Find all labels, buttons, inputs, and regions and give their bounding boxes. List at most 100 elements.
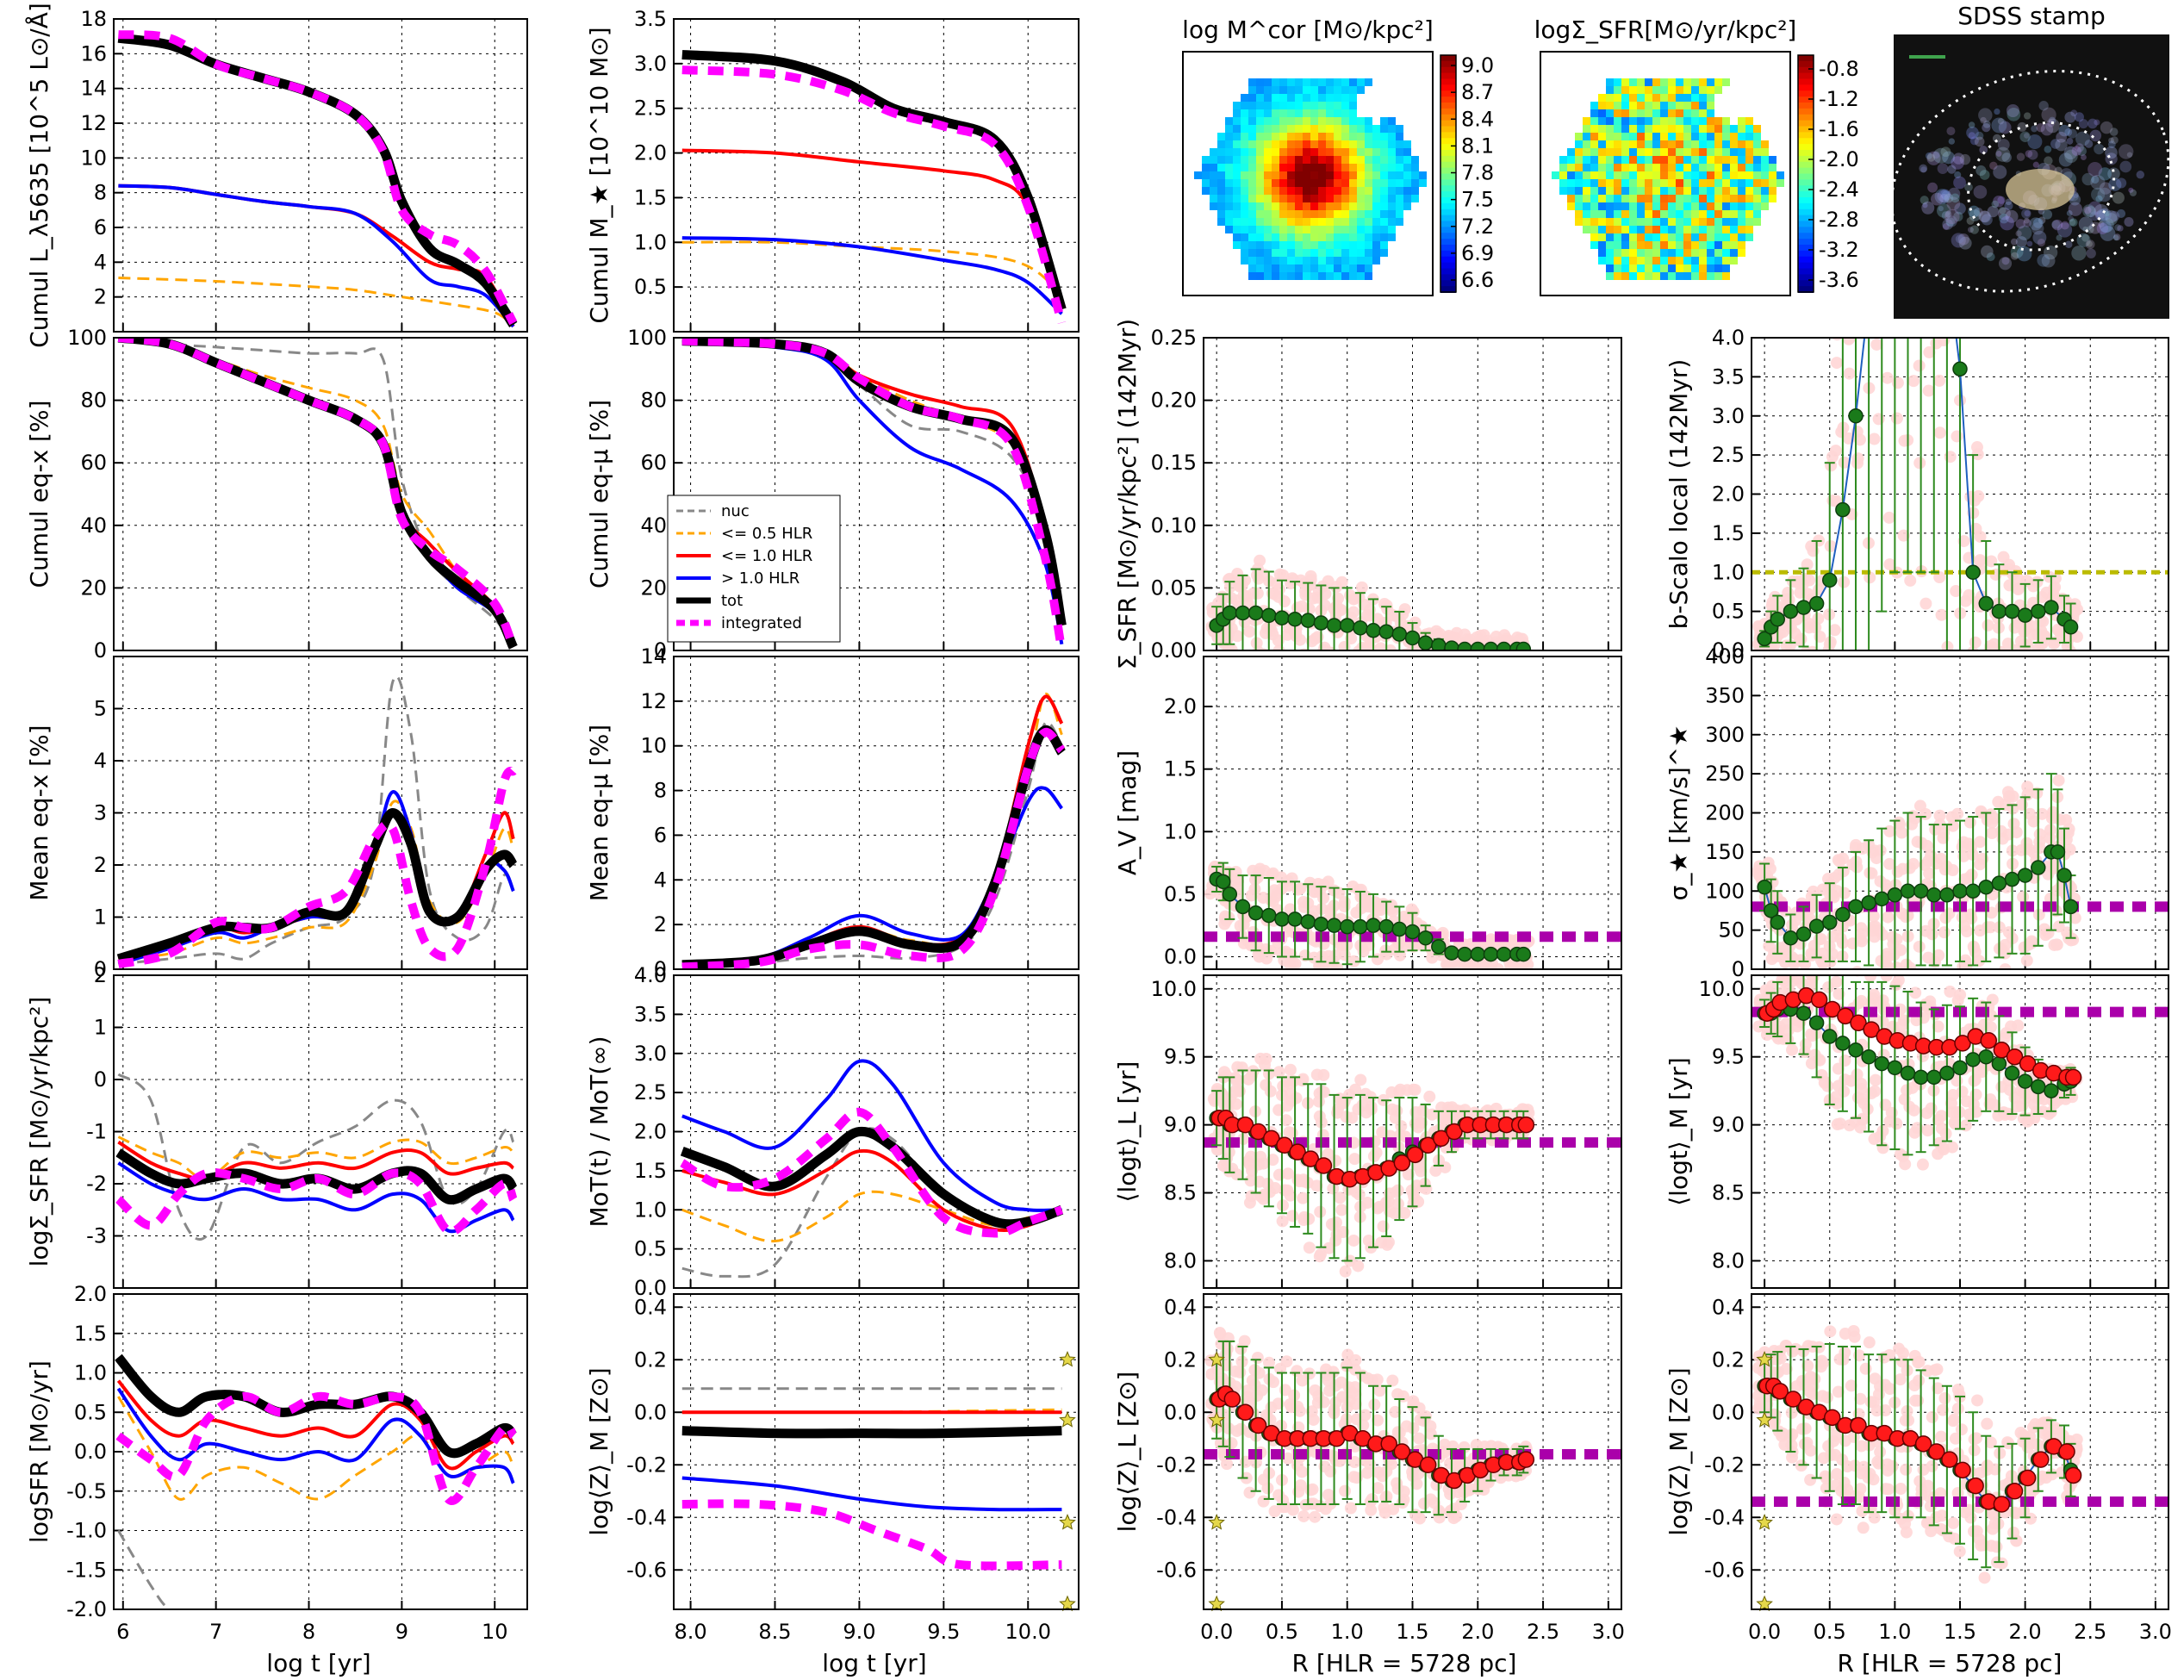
- scatter-point: [1973, 955, 1986, 968]
- map-pixel: [1318, 140, 1326, 148]
- map-pixel: [1403, 171, 1411, 179]
- scatter-point: [1237, 918, 1250, 930]
- median-point: [2056, 868, 2072, 883]
- scatter-point: [2020, 954, 2033, 967]
- y-tick-label: 8.0: [1164, 1248, 1197, 1272]
- light-weighted-point: [1406, 1146, 1424, 1164]
- map-pixel: [1365, 171, 1372, 179]
- scatter-point: [1361, 1372, 1374, 1384]
- scatter-point: [1235, 1342, 1248, 1355]
- scatter-point: [1313, 1250, 1326, 1263]
- light-weighted-point: [1419, 1136, 1437, 1154]
- median-point: [1939, 1065, 1955, 1081]
- scatter-point: [1865, 1087, 1878, 1100]
- scatter-point: [1882, 911, 1895, 924]
- map-pixel: [1388, 148, 1396, 156]
- light-weighted-point: [1433, 1129, 1450, 1148]
- scatter-point: [1976, 1066, 1988, 1079]
- scatter-point: [1874, 844, 1887, 857]
- map-pixel: [1241, 171, 1248, 179]
- map-pixel: [1279, 109, 1287, 117]
- scatter-point: [1870, 1404, 1883, 1417]
- median-point: [1515, 641, 1532, 650]
- scatter-point: [1264, 1085, 1277, 1098]
- median-point: [1378, 624, 1394, 639]
- scatter-point: [1344, 1502, 1357, 1515]
- scatter-point: [1883, 857, 1896, 870]
- map-pixel: [1310, 117, 1318, 125]
- map-pixel: [1396, 140, 1403, 148]
- scatter-point: [1281, 1452, 1294, 1465]
- scatter-point: [2028, 1484, 2041, 1496]
- map-pixel: [1248, 171, 1256, 179]
- scatter-point: [1984, 1436, 1997, 1449]
- median-point: [1926, 887, 1942, 903]
- map-pixel: [1256, 140, 1264, 148]
- map-pixel: [1334, 148, 1341, 156]
- map-pixel: [1380, 125, 1388, 133]
- y-axis-label-logZM2: log⟨Z⟩_M [Z⊙]: [1664, 1367, 1693, 1535]
- y-tick-label: 0.4: [634, 1295, 667, 1319]
- scatter-point: [1895, 1483, 1907, 1496]
- series-line--1-0-HLR: [681, 236, 1063, 315]
- map-pixel: [1303, 148, 1310, 156]
- star-marker: [1059, 1513, 1076, 1530]
- series-line--1-0-HLR: [118, 184, 515, 328]
- map-pixel: [1287, 102, 1295, 109]
- map-pixel: [1225, 171, 1233, 179]
- y-tick-label: 2.0: [634, 141, 667, 165]
- map-pixel: [1264, 86, 1272, 94]
- scatter-point: [1767, 1417, 1780, 1430]
- scatter-point: [1974, 836, 1987, 849]
- scatter-point: [1243, 1486, 1256, 1499]
- median-point: [1965, 564, 1981, 580]
- map-pixel: [1341, 156, 1349, 164]
- scatter-point: [1833, 855, 1846, 868]
- map-pixel: [1264, 140, 1272, 148]
- series-line-tot: [115, 1148, 518, 1205]
- map-pixel: [1357, 164, 1365, 171]
- map-pixel: [1279, 102, 1287, 109]
- map-pixel: [1349, 156, 1357, 164]
- y-tick-label: 0: [94, 1067, 107, 1092]
- map-pixel: [1210, 156, 1217, 164]
- scatter-point: [1863, 1336, 1876, 1349]
- scatter-point: [1398, 1207, 1411, 1220]
- scatter-point: [1882, 156, 1895, 168]
- map-pixel: [1279, 171, 1287, 179]
- y-tick-label: 100: [1705, 879, 1745, 903]
- map-pixel: [1256, 125, 1264, 133]
- map-pixel: [1310, 86, 1318, 94]
- scatter-point: [2056, 598, 2069, 611]
- scatter-point: [1820, 1391, 1833, 1404]
- map-pixel: [1225, 148, 1233, 156]
- median-point: [1862, 292, 1876, 306]
- scatter-point: [1876, 1015, 1889, 1028]
- x-tick-label: 8: [302, 1620, 315, 1644]
- scatter-point: [1832, 1385, 1845, 1398]
- light-weighted-point: [1771, 1383, 1789, 1400]
- map-pixel: [1279, 86, 1287, 94]
- scatter-point: [1984, 1021, 1997, 1034]
- map-pixel: [1272, 78, 1279, 86]
- y-tick-label: 10: [640, 734, 667, 758]
- map-pixel: [1318, 148, 1326, 156]
- scatter-point: [1491, 962, 1504, 969]
- median-point: [1235, 605, 1251, 621]
- median-point: [2004, 871, 2020, 887]
- series-line--0-5-HLR: [118, 276, 514, 328]
- scatter-point: [2007, 790, 2019, 803]
- map-pixel: [1372, 164, 1380, 171]
- scatter-point: [2012, 582, 2025, 594]
- map-pixel: [1248, 133, 1256, 140]
- y-tick-label: 1.0: [1164, 819, 1197, 843]
- scatter-point: [1822, 1440, 1835, 1453]
- scatter-point: [1806, 949, 1819, 961]
- map-pixel: [1411, 156, 1419, 164]
- series-line-tot: [680, 1126, 1064, 1229]
- x-tick-label: 9.5: [927, 1620, 960, 1644]
- scatter-point: [1413, 1402, 1426, 1415]
- map-pixel: [1272, 86, 1279, 94]
- scatter-point: [1857, 1460, 1870, 1473]
- scatter-point: [1972, 489, 1985, 502]
